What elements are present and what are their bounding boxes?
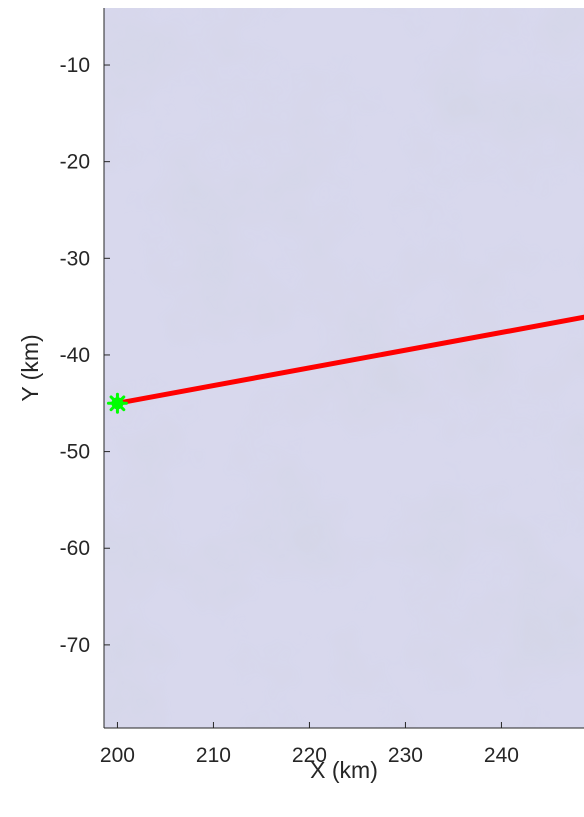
start-point-marker <box>106 392 128 414</box>
y-tick-label: -60 <box>60 537 90 560</box>
x-tick-label: 200 <box>100 744 135 767</box>
x-tick-label: 230 <box>388 744 423 767</box>
imagery-background <box>104 8 584 728</box>
y-tick-label: -30 <box>60 247 90 270</box>
y-tick-label: -40 <box>60 344 90 367</box>
y-axis-label: Y (km) <box>17 334 43 401</box>
y-tick-label: -10 <box>60 54 90 77</box>
y-tick-label: -50 <box>60 441 90 464</box>
imagery-haze <box>104 8 584 728</box>
x-axis-label: X (km) <box>310 757 378 783</box>
series-layer <box>106 314 584 414</box>
track-line <box>114 314 584 406</box>
tick-labels: 200 210 220 230 240 -10 -20 -30 -40 -50 -60 -70 <box>60 54 519 767</box>
x-tick-label: 220 <box>292 744 327 767</box>
cloud-texture <box>104 8 584 728</box>
x-tick-label: 210 <box>196 744 231 767</box>
axes <box>103 8 584 729</box>
y-tick-label: -70 <box>60 634 90 657</box>
x-tick-label: 240 <box>484 744 519 767</box>
y-tick-label: -20 <box>60 151 90 174</box>
marker-ray <box>109 395 126 412</box>
